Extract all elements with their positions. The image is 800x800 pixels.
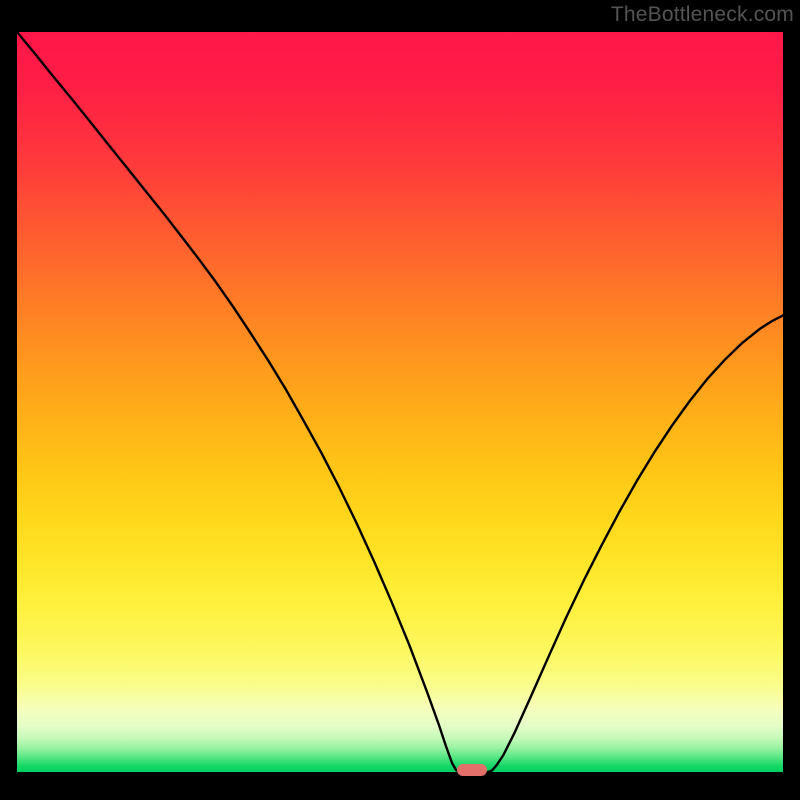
valley-marker bbox=[457, 764, 486, 777]
watermark-text: TheBottleneck.com bbox=[611, 3, 794, 27]
chart-container: TheBottleneck.com bbox=[0, 0, 800, 800]
plot-area bbox=[17, 32, 783, 772]
gradient-background bbox=[17, 32, 783, 772]
plot-svg bbox=[17, 32, 783, 772]
